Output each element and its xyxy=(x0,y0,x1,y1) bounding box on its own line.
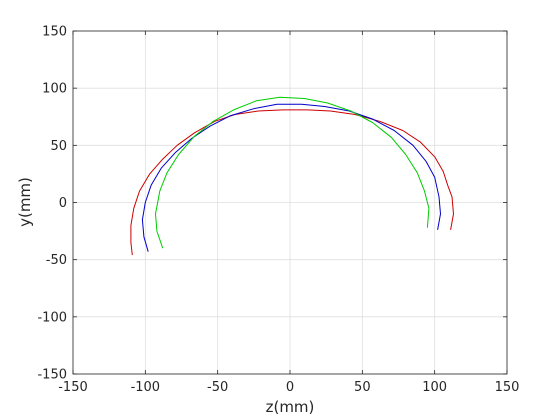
y-tick-label: 50 xyxy=(50,139,67,154)
y-tick-label: 100 xyxy=(42,82,67,97)
x-tick-label: -150 xyxy=(58,380,88,395)
y-tick-label: 0 xyxy=(59,196,67,211)
y-tick-label: 150 xyxy=(42,25,67,40)
x-tick-labels: -150 -100 -50 0 50 100 150 xyxy=(58,380,519,395)
series-layer xyxy=(130,96,454,256)
y-tick-label: -50 xyxy=(46,253,67,268)
x-tick-label: 100 xyxy=(422,380,447,395)
x-tick-label: 50 xyxy=(354,380,371,395)
x-tick-label: 0 xyxy=(286,380,294,395)
y-tick-labels: -150 -100 -50 0 50 100 150 xyxy=(37,25,67,383)
y-tick-label: -150 xyxy=(37,368,67,383)
x-tick-label: 150 xyxy=(495,380,520,395)
series-line-1 xyxy=(130,109,454,256)
x-tick-label: -100 xyxy=(131,380,161,395)
y-tick-label: -100 xyxy=(37,310,67,325)
y-axis-label: y(mm) xyxy=(16,177,34,227)
series-line-2 xyxy=(141,103,441,252)
x-axis-label: z(mm) xyxy=(266,398,315,416)
x-tick-label: -50 xyxy=(207,380,228,395)
tick-marks xyxy=(72,30,508,375)
series-line-3 xyxy=(155,96,430,249)
